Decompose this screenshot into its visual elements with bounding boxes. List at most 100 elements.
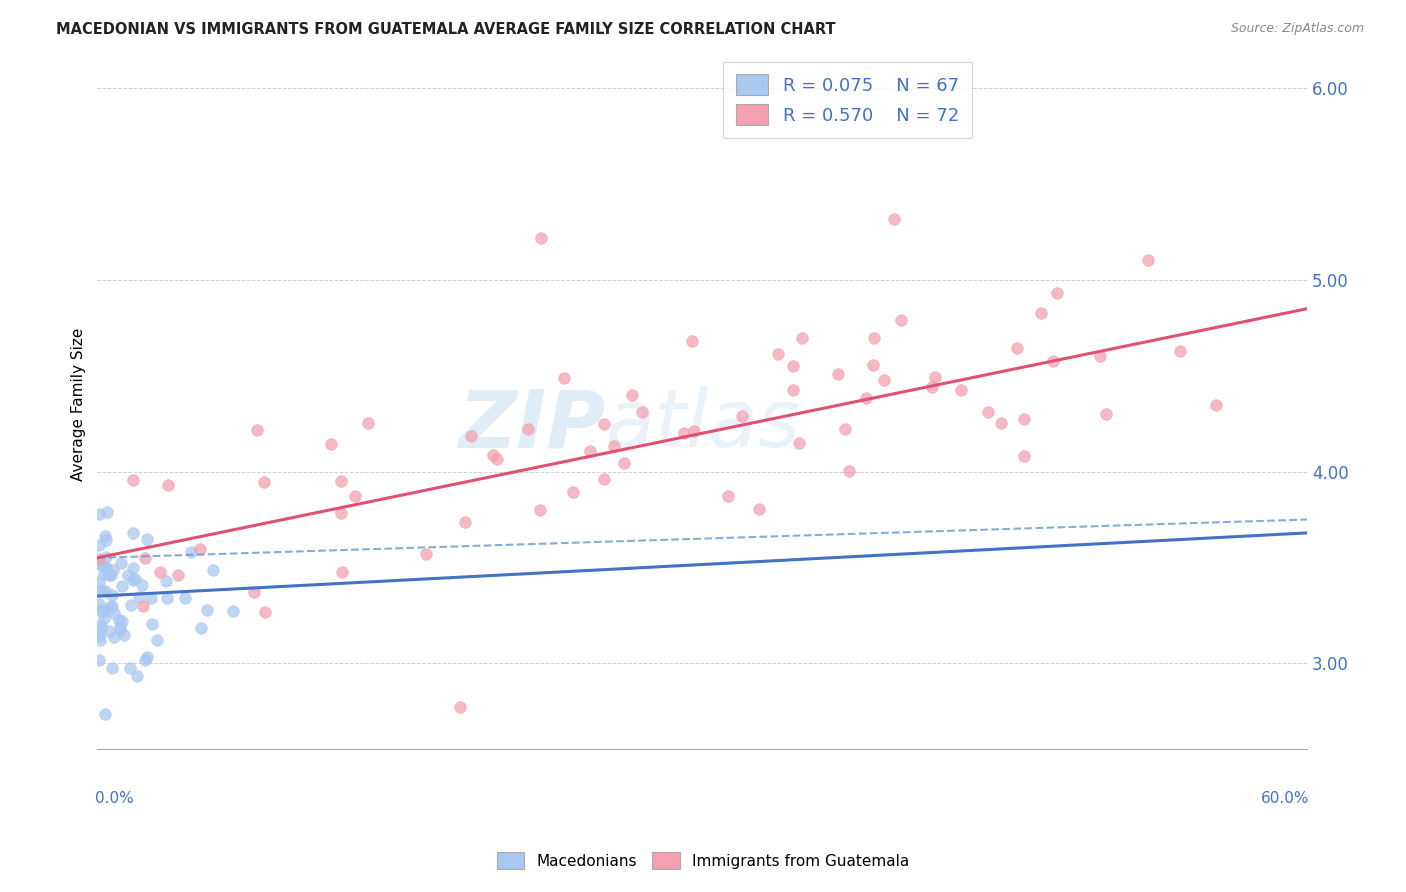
Point (180, 545, 202, 559)
Point (93, 560, 115, 574)
Point (748, 502, 770, 516)
Point (682, 425, 704, 439)
Point (613, 456, 636, 470)
Point (94, 584, 117, 599)
Point (89, 538, 111, 552)
Point (136, 649, 159, 664)
Point (190, 621, 212, 635)
Point (122, 473, 145, 487)
Point (96, 560, 118, 574)
Point (838, 464, 860, 478)
Point (93, 706, 115, 721)
Point (1094, 407, 1116, 421)
Point (415, 547, 437, 561)
Point (1136, 253, 1159, 268)
Point (90, 582, 112, 597)
Point (330, 566, 353, 580)
Point (94, 604, 117, 618)
Point (243, 585, 266, 599)
Point (89, 556, 111, 570)
Point (603, 439, 626, 453)
Point (148, 565, 170, 579)
Y-axis label: Average Family Size: Average Family Size (72, 328, 86, 481)
Point (834, 422, 856, 436)
Point (89, 574, 111, 589)
Point (254, 605, 277, 619)
Point (90, 618, 112, 632)
Point (621, 387, 644, 401)
Point (855, 391, 877, 405)
Point (136, 532, 159, 546)
Point (146, 633, 169, 648)
Point (1012, 449, 1035, 463)
Point (592, 472, 614, 486)
Text: 0.0%: 0.0% (96, 791, 134, 805)
Point (125, 669, 148, 683)
Point (1046, 286, 1069, 301)
Point (592, 417, 614, 432)
Point (132, 599, 155, 613)
Point (98, 567, 121, 582)
Point (1012, 412, 1035, 426)
Point (101, 599, 124, 614)
Point (97, 624, 120, 639)
Point (89, 629, 111, 643)
Text: 60.0%: 60.0% (1261, 791, 1309, 805)
Point (112, 628, 135, 642)
Point (782, 383, 804, 397)
Point (94, 533, 117, 548)
Point (141, 616, 163, 631)
Point (100, 568, 122, 582)
Point (173, 591, 195, 605)
Point (195, 603, 218, 617)
Point (134, 550, 156, 565)
Point (731, 409, 754, 424)
Point (329, 474, 352, 488)
Point (631, 405, 654, 419)
Point (924, 370, 946, 384)
Point (91, 604, 114, 618)
Point (485, 451, 508, 466)
Point (98, 600, 121, 615)
Point (717, 489, 740, 503)
Point (787, 436, 810, 450)
Point (766, 347, 789, 361)
Point (90, 558, 112, 572)
Point (344, 489, 367, 503)
Point (93, 567, 115, 582)
Point (253, 475, 276, 489)
Point (517, 422, 540, 436)
Point (873, 373, 896, 387)
Point (681, 334, 703, 349)
Point (863, 331, 886, 345)
Point (90, 622, 112, 636)
Point (1168, 344, 1191, 359)
Point (101, 660, 124, 674)
Point (124, 572, 146, 586)
Point (110, 556, 132, 570)
Point (1029, 306, 1052, 320)
Point (89, 598, 111, 612)
Point (530, 231, 553, 245)
Point (94, 549, 117, 564)
Point (1042, 353, 1064, 368)
Point (90, 583, 112, 598)
Point (111, 615, 134, 629)
Point (121, 573, 143, 587)
Point (122, 561, 145, 575)
Point (93, 610, 115, 624)
Point (128, 591, 150, 605)
Point (101, 588, 124, 602)
Point (553, 371, 575, 385)
Point (89, 508, 111, 522)
Point (141, 591, 163, 605)
Point (990, 417, 1012, 431)
Point (790, 331, 813, 345)
Point (460, 428, 482, 442)
Point (246, 424, 269, 438)
Point (94, 529, 117, 543)
Point (190, 541, 212, 556)
Point (87, 552, 110, 566)
Point (90, 603, 112, 617)
Point (120, 599, 142, 613)
